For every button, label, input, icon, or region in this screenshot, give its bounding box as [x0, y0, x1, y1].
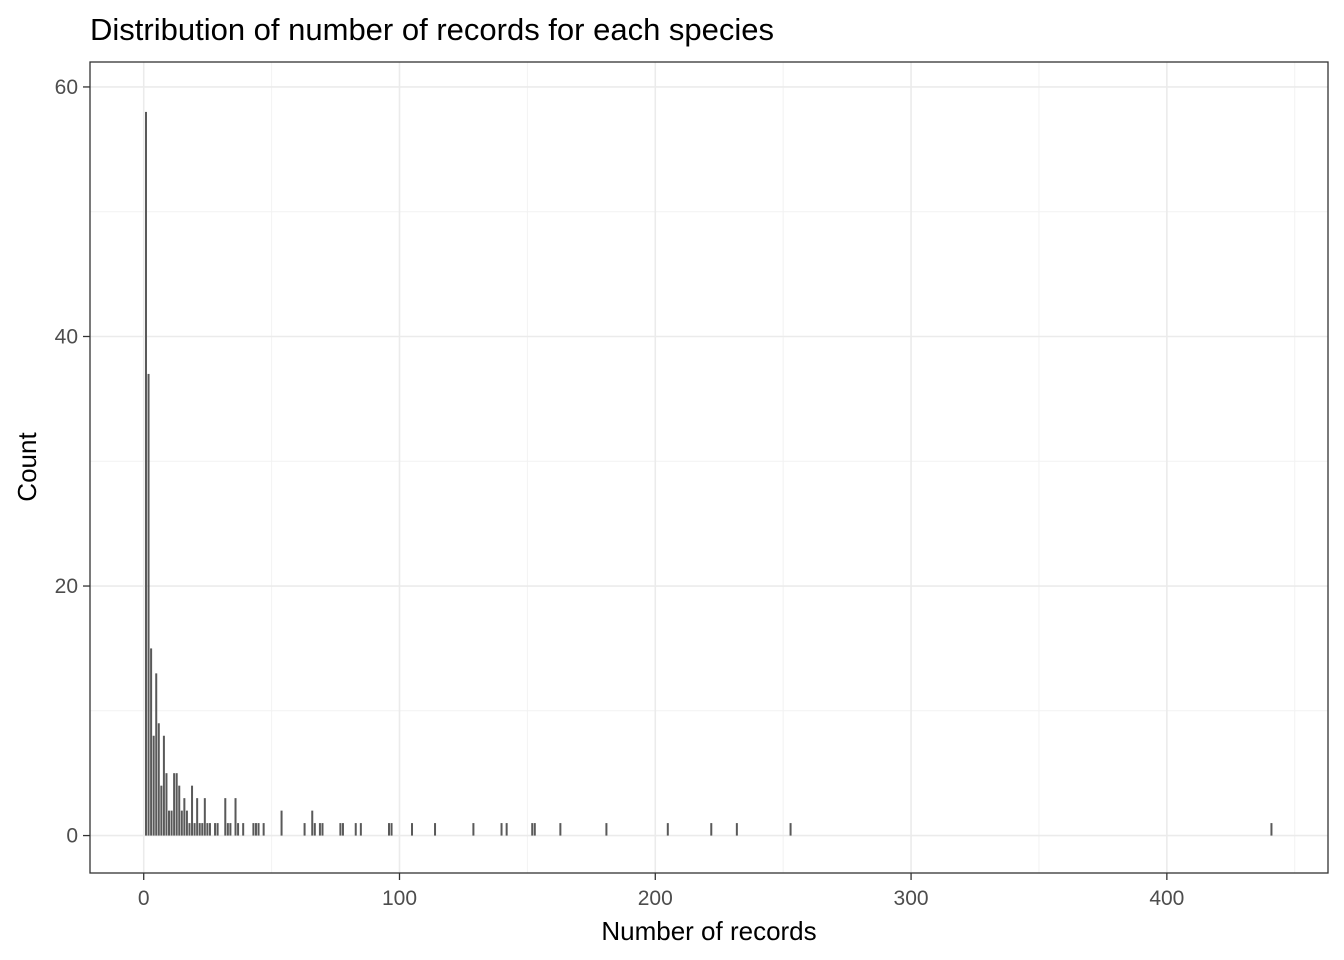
histogram-bar — [234, 798, 237, 836]
bars — [144, 111, 1273, 836]
histogram-bar — [341, 823, 344, 836]
x-axis-title: Number of records — [601, 916, 816, 946]
histogram-bar — [354, 823, 357, 836]
histogram-bar — [185, 810, 188, 836]
histogram-bar — [155, 673, 158, 836]
x-tick-label: 0 — [138, 887, 150, 910]
histogram-bar — [472, 823, 475, 836]
histogram-bar — [318, 823, 321, 836]
histogram-bar — [165, 773, 168, 836]
histogram-bar — [280, 810, 283, 836]
histogram-bar — [168, 810, 171, 836]
y-tick-label: 20 — [55, 575, 78, 598]
histogram-bar — [710, 823, 713, 836]
histogram-bar — [160, 785, 163, 836]
histogram-bar — [157, 723, 160, 836]
histogram-bar — [262, 823, 265, 836]
histogram-bar — [500, 823, 503, 836]
histogram-bar — [411, 823, 414, 836]
histogram-bar — [605, 823, 608, 836]
histogram-bar — [152, 735, 155, 836]
histogram-bar — [193, 823, 196, 836]
histogram-bar — [242, 823, 245, 836]
histogram-bar — [183, 798, 186, 836]
histogram-bar — [229, 823, 232, 836]
histogram-bar — [178, 785, 181, 836]
histogram-bar — [196, 798, 199, 836]
x-tick-label: 400 — [1149, 887, 1184, 910]
histogram-bar — [789, 823, 792, 836]
histogram-bar — [359, 823, 362, 836]
panel-border — [89, 61, 1329, 874]
histogram-bar — [321, 823, 324, 836]
histogram-bar — [666, 823, 669, 836]
histogram-bar — [170, 810, 173, 836]
histogram-bar — [147, 373, 150, 836]
histogram-bar — [198, 823, 201, 836]
major-gridlines — [90, 62, 1328, 873]
histogram-bar — [252, 823, 255, 836]
x-tick-label: 300 — [894, 887, 929, 910]
histogram-bar — [188, 823, 191, 836]
histogram-bar — [533, 823, 536, 836]
histogram-bar — [173, 773, 176, 836]
histogram-bar — [313, 823, 316, 836]
histogram-bar — [531, 823, 534, 836]
x-axis: 0 100 200 300 400 — [138, 873, 1184, 910]
histogram-bar — [150, 648, 153, 836]
plot-panel — [90, 62, 1328, 873]
histogram-bar — [339, 823, 342, 836]
histogram-bar — [216, 823, 219, 836]
histogram-bar — [237, 823, 240, 836]
y-tick-label: 40 — [55, 325, 78, 348]
histogram-bar — [191, 785, 194, 836]
y-tick-label: 0 — [66, 825, 78, 848]
y-tick-label: 60 — [55, 76, 78, 99]
histogram-bar — [226, 823, 229, 836]
histogram-bar — [254, 823, 257, 836]
minor-gridlines — [90, 62, 1328, 873]
histogram-bar — [559, 823, 562, 836]
x-tick-label: 100 — [382, 887, 417, 910]
histogram-bar — [214, 823, 217, 836]
histogram-bar — [257, 823, 260, 836]
histogram-bar — [144, 111, 147, 836]
histogram-bar — [208, 823, 211, 836]
y-axis: 0 20 40 60 — [55, 76, 90, 848]
histogram-bar — [311, 810, 314, 836]
histogram-bar — [162, 735, 165, 836]
y-axis-title: Count — [12, 432, 42, 502]
histogram-bar — [175, 773, 178, 836]
histogram-bar — [390, 823, 393, 836]
histogram-bar — [735, 823, 738, 836]
histogram-bar — [387, 823, 390, 836]
histogram-bar — [180, 810, 183, 836]
histogram-bar — [1270, 823, 1273, 836]
histogram-bar — [206, 823, 209, 836]
histogram-bar — [201, 823, 204, 836]
x-tick-label: 200 — [638, 887, 673, 910]
histogram-bar — [505, 823, 508, 836]
histogram-bar — [434, 823, 437, 836]
histogram-bar — [203, 798, 206, 836]
chart-title: Distribution of number of records for ea… — [90, 12, 774, 47]
histogram-bar — [224, 798, 227, 836]
histogram-bar — [303, 823, 306, 836]
